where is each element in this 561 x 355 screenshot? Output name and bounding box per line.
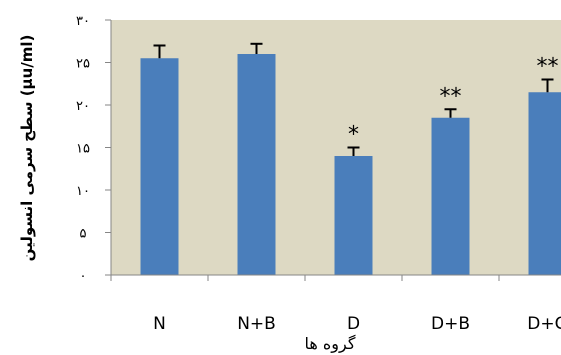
- y-tick-label-0: ۰: [80, 269, 87, 284]
- x-tick-label-4: D+G: [527, 314, 561, 334]
- x-axis-label: گروه ها: [305, 334, 356, 354]
- bars-group: [140, 54, 561, 275]
- significance-mark-3: **: [440, 84, 462, 109]
- y-tick-label-4: ۲۰: [76, 99, 90, 114]
- bar-3: [431, 117, 470, 275]
- bar-0: [140, 58, 179, 275]
- significance-marks-group: *****: [348, 55, 559, 148]
- y-tick-label-6: ۳۰: [76, 14, 90, 29]
- x-tick-label-1: N+B: [237, 314, 276, 334]
- x-tick-label-2: D: [347, 314, 360, 334]
- bar-4: [528, 92, 561, 275]
- y-tick-label-2: ۱۰: [76, 184, 90, 199]
- y-ticks-group: ۰ ۵ ۱۰ ۱۵ ۲۰ ۲۵ ۳۰: [76, 14, 111, 284]
- x-tick-label-3: D+B: [431, 314, 470, 334]
- error-bars-group: [153, 42, 554, 156]
- significance-mark-4: **: [537, 55, 559, 80]
- y-axis-label: سطح سرمی انسولین (μu/ml): [18, 35, 36, 262]
- y-tick-label-1: ۵: [80, 227, 87, 242]
- x-category-labels-group: N N+B D D+B D+G: [153, 314, 561, 334]
- y-tick-label-3: ۱۵: [76, 142, 90, 157]
- bar-2: [334, 156, 373, 275]
- y-tick-label-5: ۲۵: [76, 57, 90, 72]
- x-tick-label-0: N: [153, 314, 166, 334]
- bar-1: [237, 54, 276, 275]
- significance-mark-2: *: [348, 123, 359, 148]
